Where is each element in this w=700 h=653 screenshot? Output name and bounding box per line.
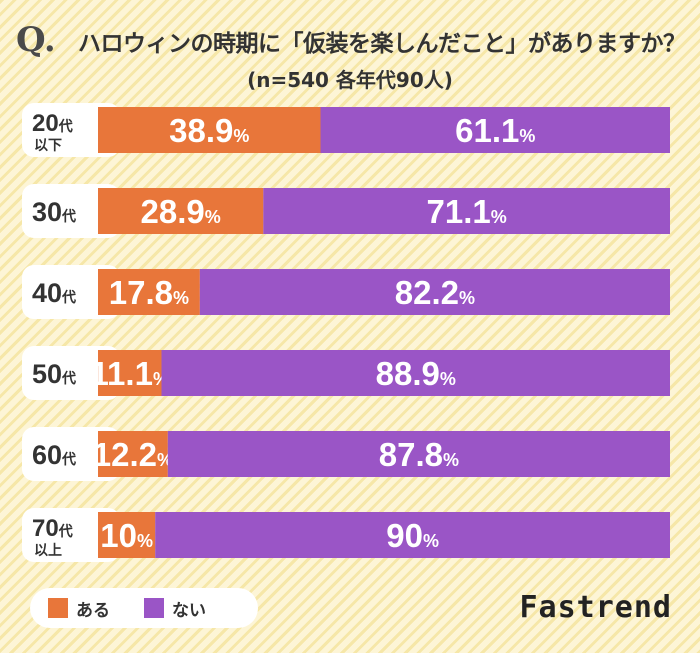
data-label-no: 88.9% xyxy=(376,355,456,392)
data-label-yes: 28.9% xyxy=(141,193,221,230)
legend-item-no: ない xyxy=(144,596,206,621)
category-tab xyxy=(22,184,120,238)
bar-segment-no xyxy=(155,512,670,558)
data-label-no: 90% xyxy=(386,517,439,554)
category-tab xyxy=(22,508,120,562)
question-mark-logo: Q. xyxy=(16,20,56,60)
category-tab xyxy=(22,427,120,481)
category-label: 50代 xyxy=(32,359,76,389)
category-tab xyxy=(22,265,120,319)
bar-segment-no xyxy=(263,188,670,234)
bar-segment-no xyxy=(199,269,671,315)
bar-segment-yes xyxy=(98,350,162,396)
bar-segment-yes xyxy=(98,269,200,315)
data-label-yes: 10% xyxy=(100,517,153,554)
category-tab xyxy=(22,103,120,157)
data-label-yes: 17.8% xyxy=(109,274,189,311)
category-label: 70代 xyxy=(32,515,73,542)
legend-label-yes: ある xyxy=(76,600,110,621)
bar-segment-no xyxy=(161,350,670,396)
legend-label-no: ない xyxy=(172,600,206,621)
brand-logo: Fastrend xyxy=(519,590,672,625)
category-sublabel: 以下 xyxy=(34,138,62,154)
category-label: 40代 xyxy=(32,278,76,308)
bar-segment-no xyxy=(167,431,670,477)
legend-item-yes: ある xyxy=(48,596,110,621)
chart-subtitle: (n=540 各年代90人) xyxy=(247,68,453,92)
chart-title: ハロウィンの時期に「仮装を楽しんだこと」がありますか？ xyxy=(78,31,686,57)
legend-swatch-yes xyxy=(48,598,68,618)
legend: ある ない xyxy=(30,588,258,628)
legend-swatch-no xyxy=(144,598,164,618)
data-label-yes: 11.1% xyxy=(91,355,169,392)
bar-segment-yes xyxy=(98,107,321,153)
category-label: 30代 xyxy=(32,197,76,227)
category-label: 20代 xyxy=(32,110,73,137)
data-label-yes: 38.9% xyxy=(169,112,249,149)
category-tab xyxy=(22,346,120,400)
data-label-no: 87.8% xyxy=(379,436,459,473)
bar-segment-no xyxy=(320,107,670,153)
category-sublabel: 以上 xyxy=(34,543,62,559)
bar-segment-yes xyxy=(98,512,156,558)
data-label-no: 61.1% xyxy=(455,112,535,149)
bar-segment-yes xyxy=(98,188,264,234)
bar-segment-yes xyxy=(98,431,168,477)
category-label: 60代 xyxy=(32,440,76,470)
data-label-no: 71.1% xyxy=(427,193,507,230)
data-label-no: 82.2% xyxy=(395,274,475,311)
